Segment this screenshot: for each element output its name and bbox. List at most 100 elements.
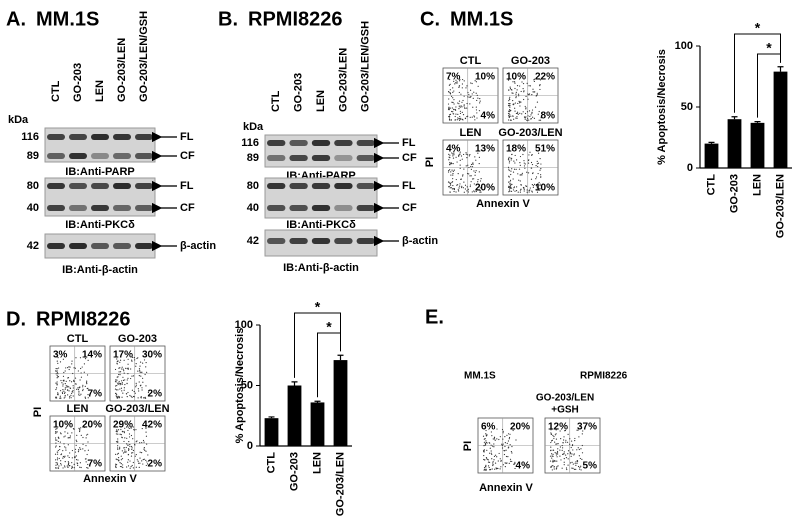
- flow-dot: [460, 178, 462, 180]
- flow-dot: [468, 173, 470, 175]
- flow-dot: [540, 176, 542, 178]
- flow-dot: [54, 432, 57, 434]
- flow-dot: [501, 428, 504, 431]
- flow-dot: [476, 94, 478, 96]
- flow-dot: [483, 450, 485, 452]
- flow-dot: [67, 367, 69, 369]
- lane-label: GO-203: [293, 73, 305, 112]
- flow-dot: [467, 189, 469, 191]
- flow-dot: [566, 441, 569, 443]
- flow-dot: [61, 382, 63, 384]
- flow-dot: [118, 380, 120, 383]
- flow-dot: [496, 438, 498, 440]
- flow-dot: [69, 387, 71, 389]
- flow-dot: [460, 117, 462, 119]
- flow-dot: [133, 429, 135, 431]
- flow-dot: [130, 377, 132, 380]
- flow-dot: [508, 185, 510, 187]
- blot-band: [47, 153, 65, 159]
- flow-dot: [55, 382, 57, 384]
- flow-dot: [117, 457, 120, 459]
- flow-dot: [460, 155, 463, 157]
- flow-dot: [64, 431, 66, 433]
- flow-dot: [64, 387, 67, 389]
- flow-dot: [522, 82, 525, 85]
- kda-marker: 40: [27, 202, 39, 214]
- bar: [333, 360, 348, 446]
- flow-dot: [141, 387, 143, 389]
- flow-dot: [135, 363, 137, 365]
- blot-band: [69, 243, 87, 249]
- flow-dot: [507, 79, 510, 81]
- flow-dot: [490, 444, 492, 446]
- flow-dot: [86, 387, 88, 390]
- y-tick-label: 50: [681, 101, 693, 113]
- flow-dot: [447, 103, 450, 105]
- flow-dot: [131, 447, 133, 449]
- flow-dot: [514, 154, 516, 157]
- flow-dot: [131, 464, 133, 467]
- blot-band: [267, 183, 286, 189]
- flow-dot: [505, 449, 507, 451]
- kda-marker: 116: [21, 131, 39, 143]
- flow-dot: [59, 448, 61, 451]
- flow-dot: [64, 391, 66, 393]
- flow-dot: [506, 442, 508, 445]
- flow-dot: [508, 181, 510, 183]
- flow-dot: [462, 174, 464, 176]
- flow-dot: [55, 387, 58, 389]
- flow-dot: [512, 103, 514, 105]
- flow-dot: [120, 387, 123, 389]
- flow-dot: [491, 435, 493, 437]
- flow-dot: [449, 184, 452, 186]
- flow-dot: [68, 456, 70, 459]
- flow-dot: [457, 117, 459, 119]
- error-bar: [731, 116, 738, 120]
- sig-bracket: [757, 53, 781, 118]
- blot-band: [356, 140, 375, 146]
- flow-dot: [84, 358, 87, 360]
- flow-dot: [122, 464, 124, 466]
- flow-dot: [484, 465, 487, 467]
- flow-dot: [511, 168, 513, 170]
- flow-dot: [70, 394, 72, 396]
- flow-dot: [550, 465, 553, 467]
- flow-dot: [494, 462, 497, 464]
- flow-dot: [69, 366, 71, 368]
- flow-dot: [469, 154, 471, 156]
- flow-dot: [555, 429, 557, 431]
- axis-label: Annexin V: [479, 482, 533, 494]
- flow-dot: [466, 186, 468, 188]
- flow-dot: [573, 468, 576, 471]
- flow-dot: [145, 361, 147, 364]
- flow-dot: [527, 117, 529, 119]
- flow-dot: [86, 434, 88, 436]
- flow-dot: [536, 163, 538, 165]
- flow-dot: [123, 447, 125, 449]
- flow-dot: [117, 383, 119, 385]
- flow-dot: [452, 174, 454, 176]
- flow-dot: [121, 436, 123, 438]
- flow-dot: [452, 153, 454, 155]
- flow-dot: [565, 467, 568, 469]
- sig-star: *: [315, 299, 321, 315]
- flow-dot: [137, 460, 139, 462]
- flow-dot: [448, 84, 451, 86]
- blot-band: [135, 243, 153, 249]
- flow-dot: [452, 87, 454, 89]
- bar: [287, 385, 302, 446]
- flow-dot: [458, 119, 461, 121]
- flow-dot: [533, 183, 536, 185]
- flow-dot: [119, 359, 122, 361]
- blot-membrane: [264, 134, 378, 168]
- flow-dot: [539, 88, 541, 91]
- flow-dot: [115, 466, 117, 469]
- flow-dot: [127, 363, 129, 365]
- quadrant-pct: 20%: [475, 183, 495, 194]
- y-axis-label: % Apoptosis/Necrosis: [234, 328, 246, 444]
- flow-dot: [555, 443, 557, 445]
- flow-dot: [509, 433, 511, 435]
- band-label: FL: [180, 131, 194, 143]
- flow-dot: [115, 379, 117, 381]
- flow-dot: [62, 388, 64, 391]
